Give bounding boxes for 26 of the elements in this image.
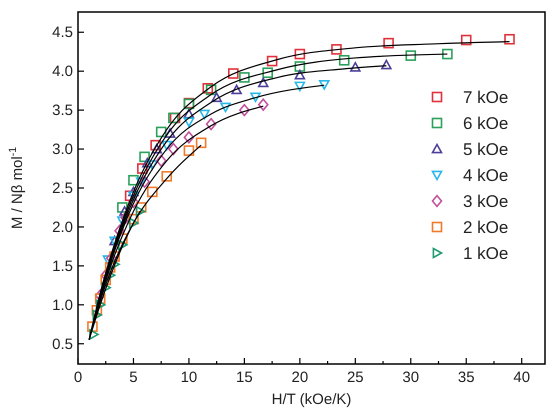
legend-label: 4 kOe xyxy=(463,166,508,185)
y-tick-label: 2.0 xyxy=(52,218,73,236)
legend-label: 1 kOe xyxy=(463,244,508,263)
legend-label: 2 kOe xyxy=(463,218,508,237)
y-tick-label: 1.5 xyxy=(52,258,73,275)
x-tick-label: 30 xyxy=(402,369,420,386)
x-tick-label: 25 xyxy=(346,369,364,386)
x-axis-title: H/T (kOe/K) xyxy=(272,391,352,408)
x-tick-label: 35 xyxy=(458,369,475,386)
x-tick-label: 0 xyxy=(74,369,82,386)
y-tick-label: 3.0 xyxy=(52,141,73,158)
y-tick-label: 4.0 xyxy=(52,63,73,80)
y-tick-label: 0.5 xyxy=(52,336,73,353)
x-tick-label: 5 xyxy=(129,369,138,386)
y-tick-label: 3.5 xyxy=(52,102,73,120)
legend-label: 3 kOe xyxy=(463,192,508,211)
y-tick-label: 2.5 xyxy=(52,180,73,197)
x-tick-label: 40 xyxy=(513,369,530,386)
y-tick-label: 4.5 xyxy=(52,24,73,42)
x-tick-label: 15 xyxy=(236,369,253,386)
y-tick-label: 1.0 xyxy=(52,296,73,314)
legend-label: 5 kOe xyxy=(463,140,508,159)
legend-label: 7 kOe xyxy=(463,88,508,107)
legend-label: 6 kOe xyxy=(463,114,508,133)
x-tick-label: 20 xyxy=(292,369,308,386)
x-tick-label: 10 xyxy=(180,369,198,386)
